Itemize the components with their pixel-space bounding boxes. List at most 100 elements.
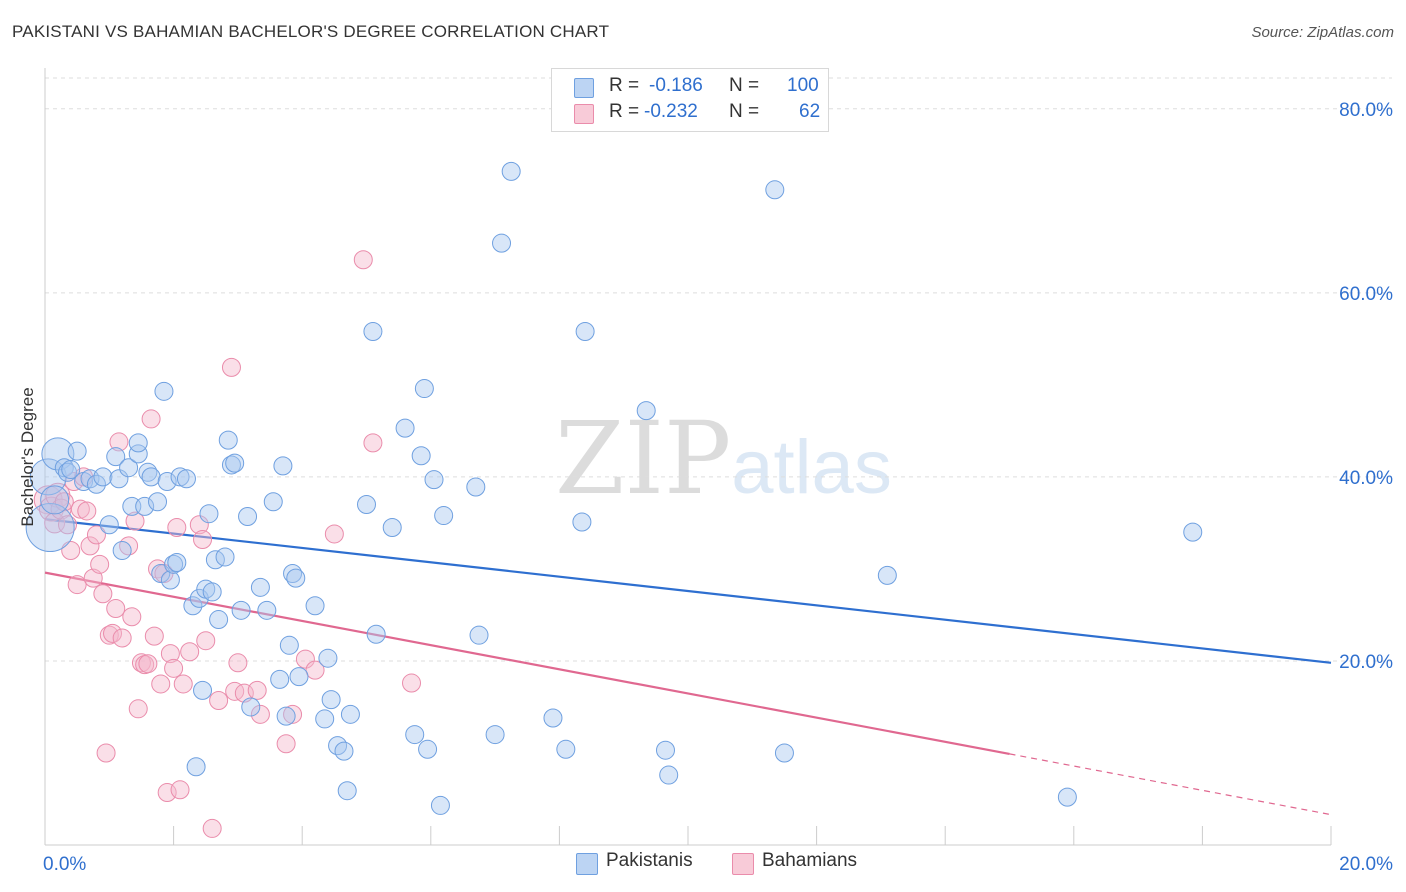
pakistanis-point: [424, 470, 444, 490]
bahamians-trend-line: [44, 571, 1010, 755]
bottom-legend-label-bahamians: Bahamians: [762, 850, 858, 871]
pakistanis-point: [99, 515, 119, 535]
bahamians-point: [202, 818, 222, 838]
bahamians-point: [180, 642, 200, 662]
pakistanis-point: [337, 781, 357, 801]
x-tick-label: 0.0%: [43, 854, 86, 875]
bahamians-point: [151, 674, 171, 694]
y-tick-label: 60.0%: [1339, 284, 1393, 305]
pakistanis-point: [774, 743, 794, 763]
bahamians-points: [33, 250, 422, 838]
pakistanis-point: [1057, 787, 1077, 807]
pakistanis-point: [176, 469, 196, 489]
legend-r-value: -0.232: [644, 101, 698, 122]
pakistanis-point: [321, 690, 341, 710]
pakistanis-point: [418, 739, 438, 759]
pakistanis-point: [1183, 522, 1203, 542]
pakistanis-point: [556, 739, 576, 759]
pakistanis-point: [395, 418, 415, 438]
pakistanis-point: [411, 446, 431, 466]
pakistanis-point: [93, 467, 113, 487]
bahamians-point: [189, 515, 209, 535]
bahamians-point: [131, 653, 151, 673]
bahamians-point: [67, 575, 87, 595]
pakistanis-point: [289, 667, 309, 687]
bottom-legend-swatch-bahamians: [732, 853, 754, 875]
pakistanis-point: [485, 725, 505, 745]
pakistanis-point: [157, 472, 177, 492]
pakistanis-point: [128, 444, 148, 464]
pakistanis-point: [357, 495, 376, 515]
correlation-legend: R = -0.186 N = 100 R = -0.232 N = 62: [551, 68, 829, 132]
bottom-legend-label-pakistanis: Pakistanis: [606, 850, 693, 871]
pakistanis-point: [231, 600, 251, 620]
bahamians-point: [80, 536, 100, 556]
bahamians-point: [173, 674, 193, 694]
pakistanis-point: [257, 600, 277, 620]
bottom-legend-swatch-pakistanis: [576, 853, 598, 875]
pakistanis-point: [128, 433, 148, 453]
legend-n-value: 100: [787, 75, 819, 96]
pakistanis-point: [221, 455, 241, 475]
bahamians-point: [295, 649, 315, 669]
pakistanis-point: [119, 458, 139, 478]
pakistanis-point: [112, 541, 132, 561]
bahamians-point: [96, 743, 116, 763]
bahamians-point: [193, 529, 213, 549]
bahamians-point: [160, 644, 180, 664]
pakistanis-point: [141, 467, 161, 487]
pakistanis-point: [270, 669, 290, 689]
y-tick-label: 20.0%: [1339, 652, 1393, 673]
y-tick-label: 80.0%: [1339, 100, 1393, 121]
legend-swatch-bahamians: [574, 104, 594, 124]
pakistanis-point: [241, 697, 261, 717]
pakistanis-trend-line: [44, 518, 1332, 664]
bahamians-point: [250, 704, 270, 724]
bahamians-point: [70, 499, 90, 519]
pakistanis-point: [276, 706, 296, 726]
pakistanis-point: [414, 379, 434, 399]
pakistanis-point: [160, 570, 180, 590]
pakistanis-point: [572, 512, 592, 532]
watermark-atlas: atlas: [731, 425, 892, 510]
pakistanis-point: [492, 233, 512, 253]
pakistanis-point: [225, 453, 245, 473]
pakistanis-point: [167, 552, 187, 572]
bahamians-point: [209, 691, 229, 711]
pakistanis-point: [61, 460, 81, 480]
grid-lines: [45, 77, 1392, 662]
legend-r-label: R =: [609, 101, 640, 122]
bahamians-point: [86, 525, 106, 545]
pakistanis-point: [202, 582, 222, 602]
pakistanis-point: [366, 624, 386, 644]
pakistanis-point: [193, 680, 213, 700]
axes: [44, 68, 1332, 846]
x-tick-label: 20.0%: [1339, 854, 1393, 875]
pakistanis-point: [164, 554, 184, 574]
pakistanis-point: [148, 492, 168, 512]
bahamians-point: [402, 673, 422, 693]
bahamians-point: [324, 524, 344, 544]
chart-title: PAKISTANI VS BAHAMIAN BACHELOR'S DEGREE …: [12, 22, 610, 41]
bahamians-point: [58, 515, 78, 535]
pakistanis-point: [109, 469, 129, 489]
pakistanis-point: [466, 477, 486, 497]
pakistanis-point: [263, 492, 283, 512]
bahamians-point: [103, 623, 123, 643]
bahamians-point: [77, 501, 97, 521]
pakistanis-point: [86, 474, 106, 494]
bahamians-point: [247, 680, 267, 700]
pakistanis-point: [279, 635, 299, 655]
pakistanis-point: [215, 547, 235, 567]
pakistanis-points: [25, 161, 1203, 815]
pakistanis-point: [543, 708, 563, 728]
pakistanis-point: [218, 430, 238, 450]
bahamians-point: [167, 518, 187, 538]
bahamians-point: [106, 598, 126, 618]
legend-n-label: N =: [729, 101, 760, 122]
x-tick-labels: 0.0% 20.0%: [43, 854, 1393, 875]
legend-r-value: -0.186: [649, 75, 703, 96]
bahamians-point: [44, 512, 66, 534]
pakistanis-point: [25, 503, 75, 553]
